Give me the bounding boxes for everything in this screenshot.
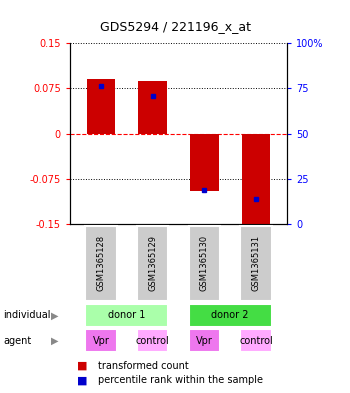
Bar [189, 304, 272, 327]
Text: ▶: ▶ [50, 310, 58, 320]
Text: ■: ■ [77, 361, 88, 371]
Text: GSM1365128: GSM1365128 [97, 235, 105, 291]
Bar [242, 134, 270, 227]
Bar [85, 329, 117, 353]
Text: donor 1: donor 1 [108, 310, 146, 320]
Bar [137, 329, 168, 353]
Bar [190, 134, 218, 191]
Bar [87, 79, 115, 134]
Text: GSM1365131: GSM1365131 [252, 235, 260, 291]
Text: Vpr: Vpr [92, 336, 110, 346]
Bar [139, 81, 167, 134]
Text: percentile rank within the sample: percentile rank within the sample [98, 375, 263, 385]
Text: GSM1365129: GSM1365129 [148, 235, 157, 291]
Bar [240, 329, 272, 353]
Bar [189, 329, 220, 353]
Bar [85, 226, 117, 301]
Text: control: control [136, 336, 169, 346]
Bar [137, 226, 168, 301]
Text: Vpr: Vpr [196, 336, 213, 346]
Text: ■: ■ [77, 375, 88, 385]
Text: GSM1365130: GSM1365130 [200, 235, 209, 291]
Bar [85, 304, 168, 327]
Text: GDS5294 / 221196_x_at: GDS5294 / 221196_x_at [99, 20, 251, 33]
Text: donor 2: donor 2 [211, 310, 249, 320]
Bar [240, 226, 272, 301]
Text: transformed count: transformed count [98, 361, 189, 371]
Text: control: control [239, 336, 273, 346]
Text: individual: individual [4, 310, 51, 320]
Text: ▶: ▶ [50, 336, 58, 346]
Text: agent: agent [4, 336, 32, 346]
Bar [189, 226, 220, 301]
